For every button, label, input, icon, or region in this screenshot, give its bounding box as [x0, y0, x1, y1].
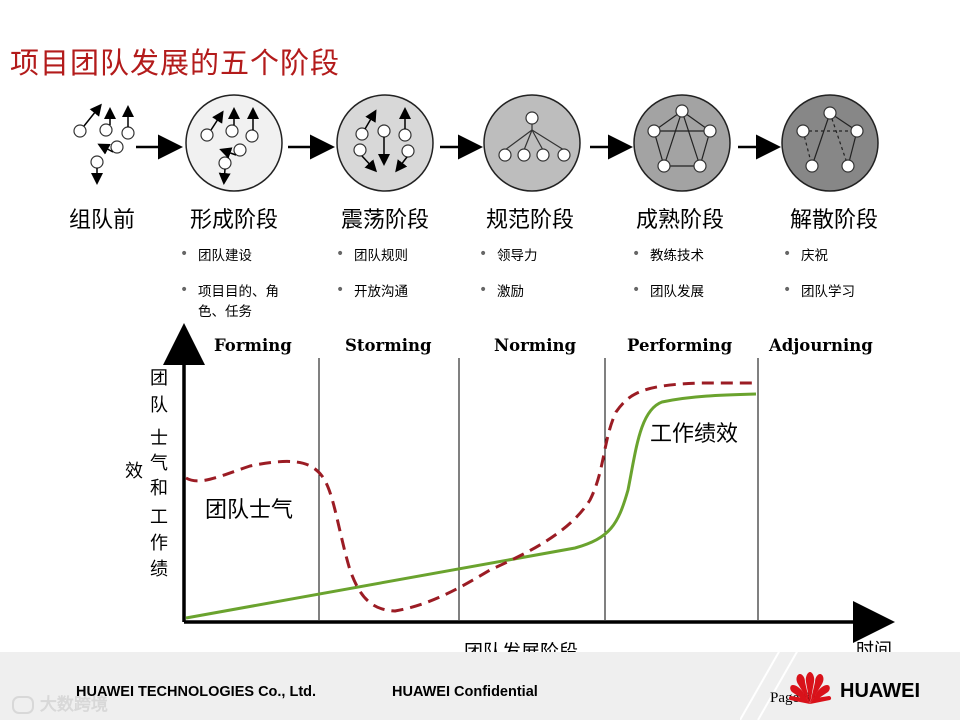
- stage-label-pre-team: 组队前: [68, 208, 135, 233]
- watermark-icon: [12, 696, 34, 714]
- bullet-performing-2: 团队发展: [632, 280, 704, 302]
- bullet-norming-1: 领导力: [479, 244, 537, 266]
- stage-label-adjourning: 解散阶段: [789, 208, 878, 233]
- watermark-text: 大数跨境: [39, 695, 108, 715]
- morale-label: 团队士气: [205, 498, 294, 523]
- phase-separators: [318, 358, 759, 620]
- chart-axes: [163, 323, 895, 643]
- y-axis-char-8: 绩: [150, 559, 168, 580]
- bullet-forming-2: 项目目的、角色、任务: [180, 280, 282, 322]
- bullet-storming-1: 团队规则: [336, 244, 408, 266]
- adjourning-circle: [781, 94, 879, 192]
- performance-curve: [185, 392, 757, 620]
- bullet-forming-1: 团队建设: [180, 244, 252, 266]
- page-title: 项目团队发展的五个阶段: [10, 46, 341, 80]
- huawei-logo-icon: [788, 672, 832, 704]
- norming-circle: [483, 94, 581, 192]
- pre-team-nodes: [73, 103, 135, 185]
- stage-label-storming: 震荡阶段: [340, 208, 429, 233]
- phase-label-storming: Storming: [345, 336, 432, 355]
- bullet-performing-1: 教练技术: [632, 244, 704, 266]
- y-axis-char-3: 士: [150, 428, 168, 449]
- bullet-adjourning-2: 团队学习: [783, 280, 855, 302]
- phase-label-forming: Forming: [214, 336, 292, 355]
- watermark: 大数跨境: [12, 690, 108, 715]
- bullet-norming-2: 激励: [479, 280, 524, 302]
- y-axis-char-5: 和: [150, 478, 168, 499]
- y-axis-char-4: 气: [150, 453, 168, 474]
- stage-label-forming: 形成阶段: [189, 208, 278, 233]
- morale-curve: [185, 381, 756, 613]
- y-axis-char-extra: 效: [125, 461, 143, 482]
- y-axis-char-7: 作: [150, 533, 168, 554]
- brand-name: HUAWEI: [840, 680, 920, 702]
- bullet-adjourning-1: 庆祝: [783, 244, 828, 266]
- phase-label-adjourning: Adjourning: [769, 336, 873, 355]
- y-axis-char-1: 团: [150, 368, 168, 389]
- footer-company: HUAWEI TECHNOLOGIES Co., Ltd.: [76, 684, 317, 700]
- phase-label-norming: Norming: [494, 336, 577, 355]
- stage-label-norming: 规范阶段: [485, 208, 574, 233]
- forming-circle: [185, 94, 283, 192]
- footer-confidential: HUAWEI Confidential: [392, 684, 538, 700]
- footer-accent-lines: [740, 650, 799, 720]
- phase-label-performing: Performing: [627, 336, 733, 355]
- y-axis-char-6: 工: [150, 507, 168, 528]
- performing-circle: [633, 94, 731, 192]
- performance-label: 工作绩效: [650, 422, 739, 447]
- bullet-storming-2: 开放沟通: [336, 280, 408, 302]
- stage-label-performing: 成熟阶段: [635, 208, 724, 233]
- y-axis-char-2: 队: [150, 395, 168, 416]
- storming-circle: [336, 94, 434, 192]
